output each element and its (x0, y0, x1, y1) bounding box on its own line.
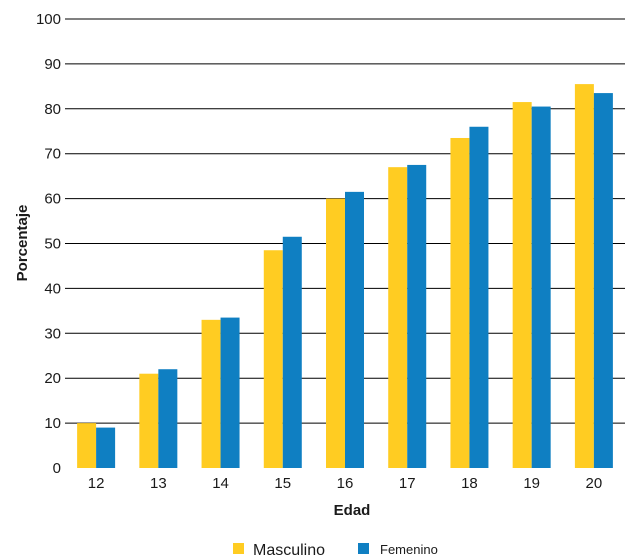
x-axis-ticks: 12 13 14 15 16 17 18 19 20 (88, 475, 602, 492)
x-tick-label-16: 16 (337, 475, 354, 492)
x-axis-title: Edad (334, 502, 371, 519)
y-tick-label-50: 50 (44, 236, 61, 253)
y-tick-label-10: 10 (44, 415, 61, 432)
x-tick-label-15: 15 (274, 475, 291, 492)
x-tick-label-19: 19 (523, 475, 540, 492)
legend-swatch-masculino (233, 543, 244, 554)
y-axis-ticks: 0 10 20 30 40 50 60 70 80 90 100 (36, 11, 61, 477)
y-axis-title: Porcentaje (14, 205, 31, 282)
bar-masculino-19 (512, 102, 532, 468)
bar-femenino-18 (469, 126, 489, 468)
y-tick-label-90: 90 (44, 56, 61, 73)
legend-label-masculino: Masculino (253, 542, 325, 559)
bar-femenino-17 (407, 164, 427, 469)
legend: Masculino Femenino (233, 542, 438, 559)
legend-swatch-femenino (358, 543, 369, 554)
y-tick-label-80: 80 (44, 101, 61, 118)
bar-femenino-14 (220, 317, 240, 468)
bar-femenino-19 (531, 106, 551, 469)
bars (77, 84, 613, 469)
y-tick-label-100: 100 (36, 11, 61, 28)
bar-masculino-16 (326, 198, 345, 468)
x-tick-label-13: 13 (150, 475, 167, 492)
bar-femenino-15 (282, 236, 302, 468)
x-tick-label-17: 17 (399, 475, 416, 492)
y-tick-label-30: 30 (44, 325, 61, 342)
bar-femenino-20 (593, 93, 613, 469)
bar-masculino-12 (77, 423, 97, 468)
bar-femenino-16 (345, 191, 364, 469)
x-tick-label-18: 18 (461, 475, 478, 492)
bar-masculino-20 (574, 84, 594, 468)
bar-masculino-14 (201, 319, 221, 468)
y-tick-label-20: 20 (44, 370, 61, 387)
x-tick-label-12: 12 (88, 475, 105, 492)
bar-femenino-12 (96, 427, 116, 468)
y-tick-label-0: 0 (53, 460, 61, 477)
x-tick-label-14: 14 (212, 475, 229, 492)
y-tick-label-70: 70 (44, 146, 61, 163)
y-tick-label-60: 60 (44, 191, 61, 208)
y-tick-label-40: 40 (44, 280, 61, 297)
bar-masculino-18 (450, 137, 470, 469)
x-tick-label-20: 20 (586, 475, 603, 492)
bar-masculino-17 (388, 167, 408, 469)
bar-femenino-13 (158, 369, 178, 468)
legend-label-femenino: Femenino (380, 542, 438, 557)
bar-masculino-15 (263, 250, 283, 468)
bar-masculino-13 (139, 373, 159, 468)
